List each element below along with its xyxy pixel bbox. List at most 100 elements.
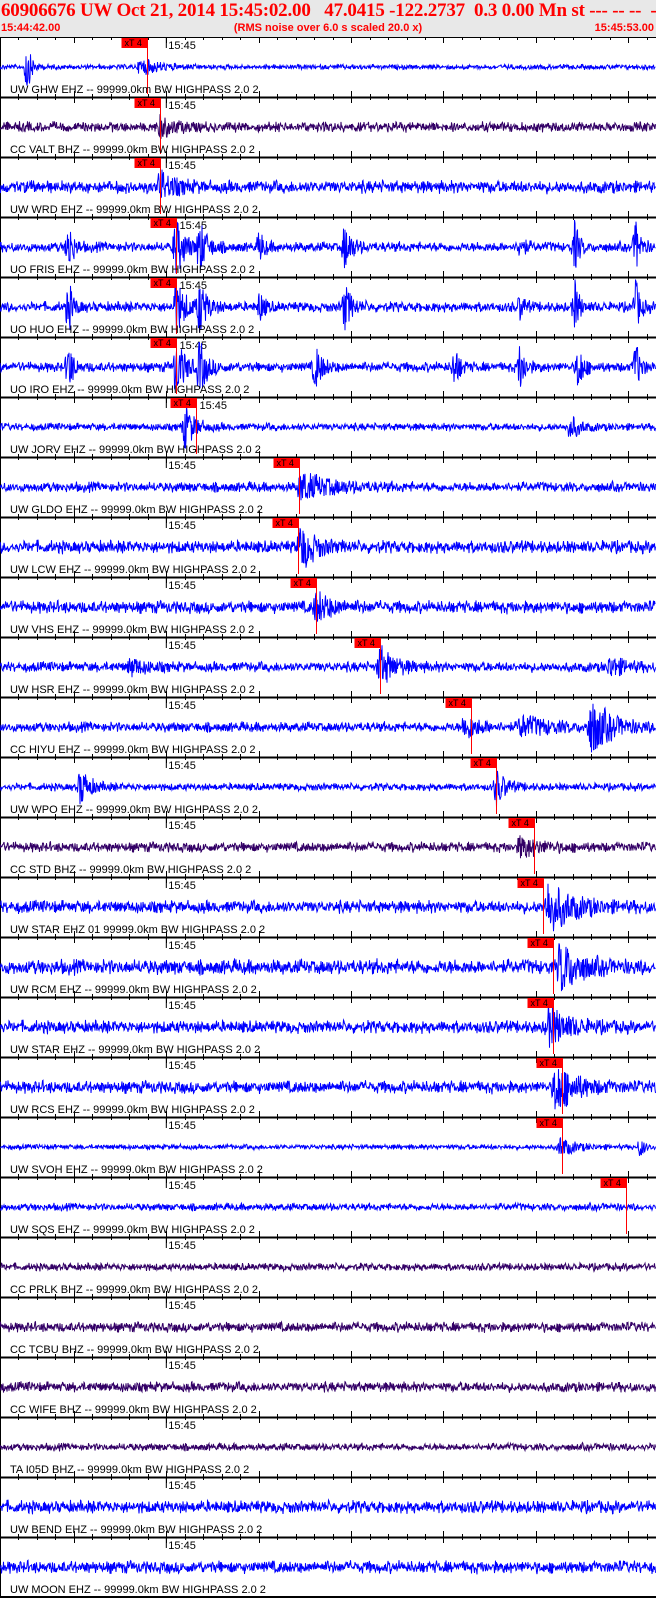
waveform [0,1201,656,1213]
start-time: 15:44:42.00 [1,22,61,34]
waveform [0,114,656,139]
pick-flag [445,698,472,708]
station-label: UW VHS EHZ -- 99999.0km BW HIGHPASS 2.0 … [10,624,254,636]
waveform [0,473,656,501]
pick-flag [517,878,544,888]
trace-24: 15:45 TA I05D BHZ -- 99999.0km BW HIGHPAS… [0,1411,656,1476]
pick-label: xT 4 [449,698,466,708]
minute-label: 15:45 [168,880,196,892]
pick-label: xT 4 [277,458,294,468]
trace-18: 15:45 xT 4 UW RCS EHZ -- 99999.0km BW HIGH… [0,1051,656,1116]
trace-9: 15:45 xT 4 UW LCW EHZ -- 99999.0km BW HIGH… [0,511,656,576]
trace-17: 15:45 xT 4 UW STAR EHZ -- 99999.0km BW HIG… [0,991,656,1056]
station-label: UW WRD EHZ -- 99999.0km BW HIGHPASS 2.0 … [10,204,258,216]
minute-label: 15:45 [168,520,196,532]
waveform [0,1320,656,1334]
station-label: UW LCW EHZ -- 99999.0km BW HIGHPASS 2.0 … [10,564,256,576]
minute-label: 15:45 [168,1180,196,1192]
minute-label: 15:45 [168,1120,196,1132]
trace-13: 15:45 xT 4 UW WPO EHZ -- 99999.0km BW HIGH… [0,751,656,816]
pick-flag [272,518,299,528]
trace-11: 15:45 xT 4 UW HSR EHZ -- 99999.0km BW HIGH… [0,631,656,696]
minute-label: 15:45 [168,40,196,52]
waveform [0,1380,656,1394]
minute-label: 15:45 [168,760,196,772]
minute-label: 15:45 [168,1240,196,1252]
minute-label: 15:45 [168,1480,196,1492]
station-label: UW MOON EHZ -- 99999.0km BW HIGHPASS 2.0… [10,1584,266,1596]
station-label: UO FRIS EHZ -- 99999.0km BW HIGHPASS 2.0… [10,264,255,276]
waveform [0,169,656,198]
pick-flag [536,1118,563,1128]
minute-label: 15:45 [168,1540,196,1552]
station-label: CC VALT BHZ -- 99999.0km BW HIGHPASS 2.0… [10,144,255,156]
waveform [0,943,656,992]
pick-label: xT 4 [531,998,548,1008]
pick-label: xT 4 [294,578,311,588]
waveform [0,703,656,753]
trace-21: 15:45 CC PRLK BHZ -- 99999.0km BW HIGHPAS… [0,1231,656,1296]
minute-label: 15:45 [168,1060,196,1072]
minute-label: 15:45 [168,160,196,172]
pick-label: xT 4 [531,938,548,948]
waveform [0,645,656,683]
pick-flag [150,278,177,288]
pick-label: xT 4 [540,1118,557,1128]
trace-10: 15:45 xT 4 UW VHS EHZ -- 99999.0km BW HIGH… [0,571,656,636]
trace-8: 15:45 xT 4 UW GLDO EHZ -- 99999.0km BW HIG… [0,451,656,516]
station-label: TA I05D BHZ -- 99999.0km BW HIGHPASS 2.0… [10,1464,249,1476]
pick-flag [170,398,197,408]
minute-label: 15:45 [180,340,208,352]
pick-flag [536,1058,563,1068]
pick-flag [470,758,497,768]
minute-label: 15:45 [200,400,228,412]
minute-label: 15:45 [168,1360,196,1372]
station-label: UW RCM EHZ -- 99999.0km BW HIGHPASS 2.0 … [10,984,257,996]
waveform [0,1441,656,1453]
waveform [0,1137,656,1156]
pick-flag [508,818,535,828]
waveform [0,883,656,932]
pick-label: xT 4 [125,38,142,48]
station-label: CC HIYU EHZ -- 99999.0km BW HIGHPASS 2.0… [10,744,256,756]
pick-flag [527,938,554,948]
station-label: UW JORV EHZ -- 99999.0km BW HIGHPASS 2.0… [10,444,261,456]
pick-flag [600,1178,627,1188]
minute-label: 15:45 [168,1000,196,1012]
trace-20: 15:45 xT 4 UW SQS EHZ -- 99999.0km BW HIGH… [0,1171,656,1236]
waveform [0,528,656,568]
station-label: UW WPO EHZ -- 99999.0km BW HIGHPASS 2.0 … [10,804,258,816]
minute-label: 15:45 [168,460,196,472]
pick-label: xT 4 [154,218,171,228]
trace-23: 15:45 CC WIFE BHZ -- 99999.0km BW HIGHPAS… [0,1351,656,1416]
event-title: 60906676 UW Oct 21, 2014 15:45:02.00 47.… [1,0,656,21]
trace-19: 15:45 xT 4 UW SVOH EHZ -- 99999.0km BW HIG… [0,1111,656,1176]
station-label: CC PRLK BHZ -- 99999.0km BW HIGHPASS 2.0… [10,1284,258,1296]
station-label: UW GLDO EHZ -- 99999.0km BW HIGHPASS 2.0… [10,504,263,516]
pick-label: xT 4 [154,338,171,348]
station-label: UW STAR EHZ 01 99999.0km BW HIGHPASS 2.0… [10,924,265,936]
waveform [0,54,656,86]
waveform [0,591,656,624]
seismogram-plot: 15:45 xT 4 UW GHW EHZ -- 99999.0km BW HIGH… [0,37,656,1598]
trace-26: 15:45 UW MOON EHZ -- 99999.0km BW HIGHPAS… [0,1531,656,1596]
pick-label: xT 4 [604,1178,621,1188]
minute-label: 15:45 [168,700,196,712]
waveform [0,1559,656,1575]
minute-label: 15:45 [168,580,196,592]
pick-label: xT 4 [358,638,375,648]
waveform [0,1069,656,1110]
station-label: UW GHW EHZ -- 99999.0km BW HIGHPASS 2.0 … [10,84,259,96]
station-label: UW SQS EHZ -- 99999.0km BW HIGHPASS 2.0 … [10,1224,255,1236]
pick-flag [290,578,317,588]
waveform [0,835,656,859]
pick-label: xT 4 [276,518,293,528]
pick-flag [134,98,161,108]
pick-flag [150,338,177,348]
pick-label: xT 4 [521,878,538,888]
trace-12: 15:45 xT 4 CC HIYU EHZ -- 99999.0km BW HIG… [0,691,656,756]
minute-label: 15:45 [168,940,196,952]
pick-label: xT 4 [174,398,191,408]
waveform [0,770,656,808]
trace-25: 15:45 UW BEND EHZ -- 99999.0km BW HIGHPAS… [0,1471,656,1536]
